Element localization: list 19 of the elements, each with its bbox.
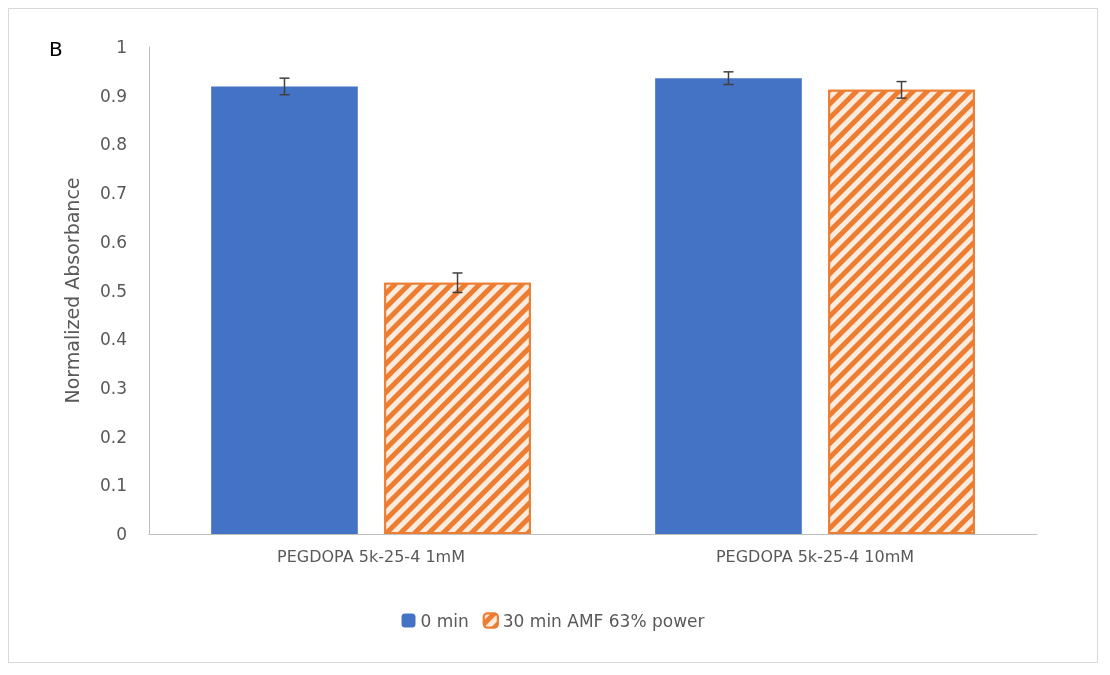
- x-tick-label: PEGDOPA 5k-25-4 1mM: [277, 546, 465, 566]
- y-tick-label: 0.6: [99, 231, 127, 252]
- y-tick-label: 0.1: [99, 475, 127, 496]
- bar: [655, 78, 802, 534]
- y-tick-label: 0.4: [99, 329, 127, 350]
- y-axis-title: Normalized Absorbance: [60, 177, 83, 404]
- y-tick-label: 0.5: [99, 280, 127, 301]
- y-tick-label: 0: [116, 524, 127, 544]
- text: B: [49, 37, 63, 61]
- y-tick-label: 1: [116, 37, 127, 57]
- y-tick-label: 0.8: [99, 134, 127, 155]
- y-tick-label: 0.7: [99, 183, 127, 204]
- legend-label: 0 min: [420, 610, 469, 631]
- y-tick-label: 0.2: [99, 426, 127, 447]
- y-tick-label: 0.3: [99, 377, 127, 398]
- bar: [211, 86, 358, 534]
- legend-label: 30 min AMF 63% power: [502, 610, 705, 631]
- y-tick-label: 0.9: [99, 85, 127, 106]
- x-tick-label: PEGDOPA 5k-25-4 10mM: [715, 546, 915, 566]
